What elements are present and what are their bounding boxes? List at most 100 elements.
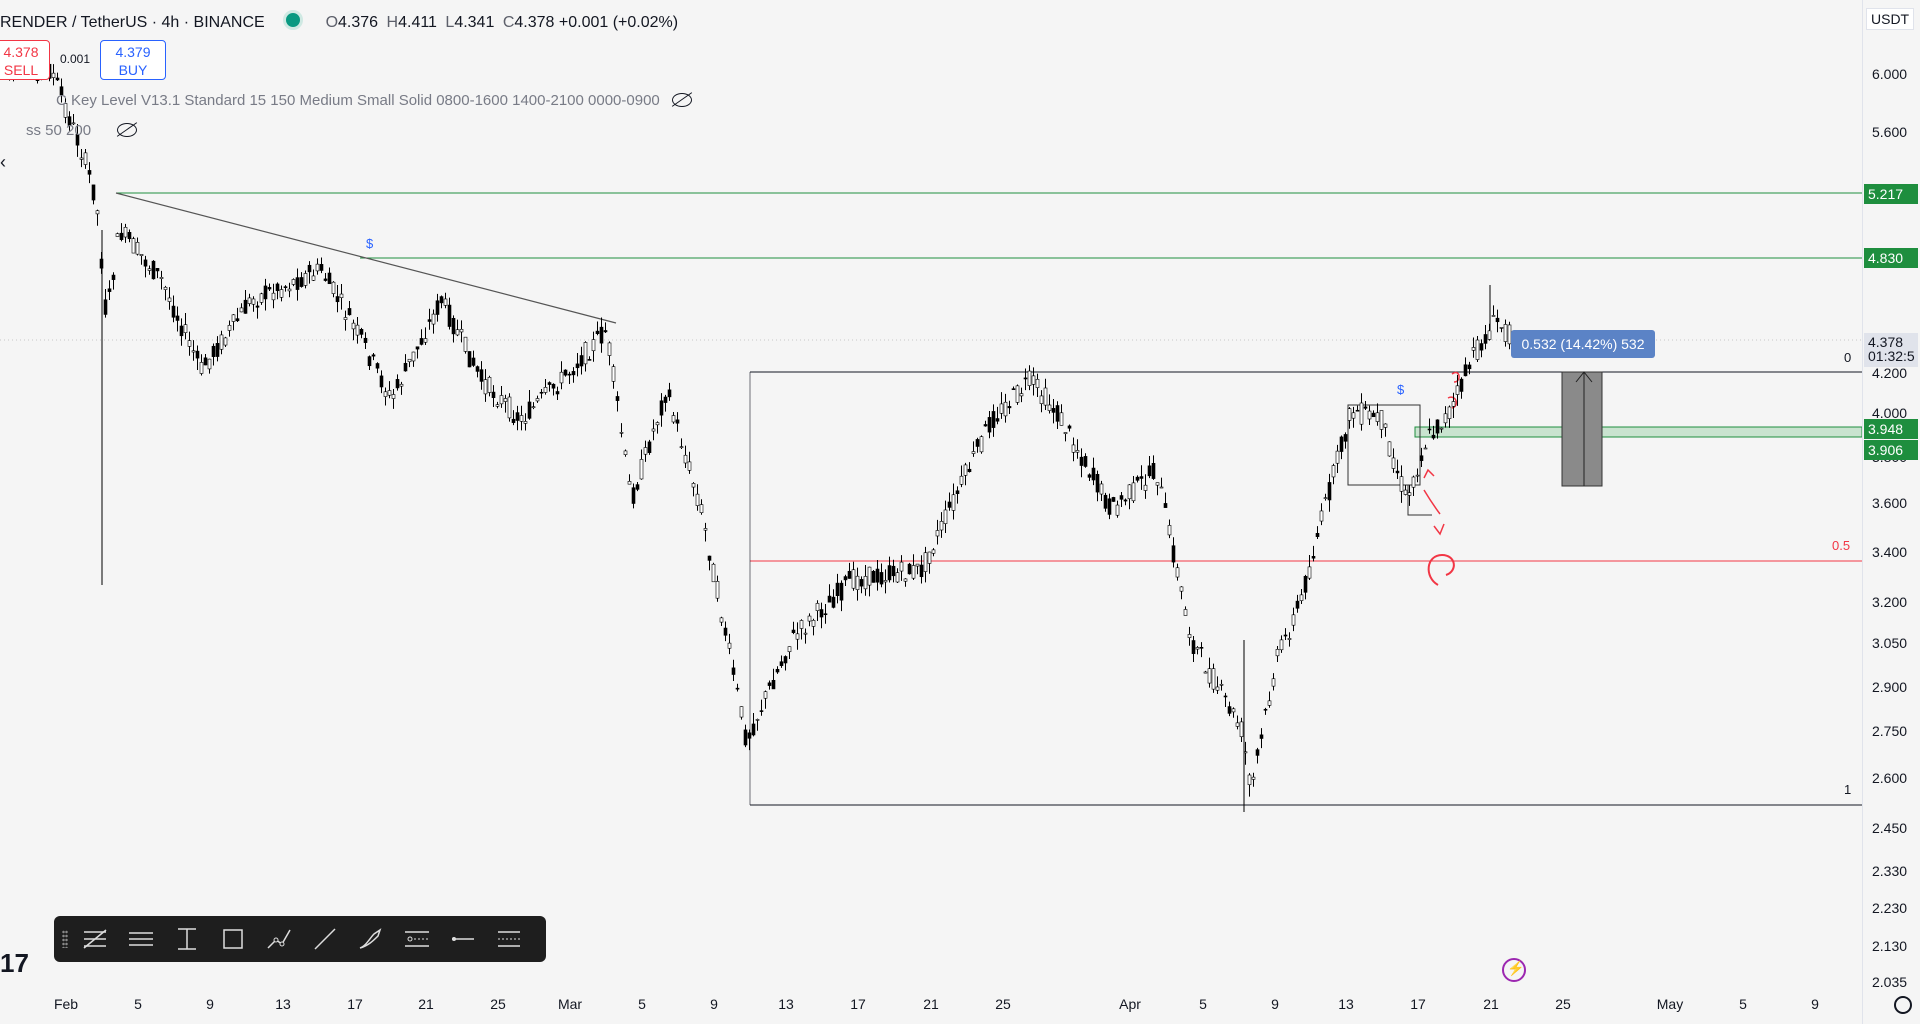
candle-body [871, 570, 876, 583]
vertical-range-icon[interactable] [170, 922, 204, 956]
candle-body [1435, 419, 1440, 434]
candle-body [627, 481, 632, 485]
lightning-icon[interactable] [1502, 958, 1526, 982]
candle-body [787, 646, 792, 653]
candle-body [1015, 385, 1020, 403]
path-icon[interactable] [262, 922, 296, 956]
candle-body [1327, 482, 1332, 501]
candle-body [291, 279, 296, 285]
candle-body [1411, 476, 1416, 488]
eye-crossed-icon[interactable] [117, 123, 138, 137]
horizontal-lines-icon[interactable] [124, 922, 158, 956]
price-tick: 2.035 [1872, 974, 1908, 990]
candle-body [155, 268, 160, 272]
candle-body [427, 319, 432, 322]
candle-body [67, 116, 72, 126]
candle-body [1203, 671, 1208, 674]
candle-body [1067, 425, 1072, 429]
drag-handle-icon[interactable] [62, 930, 68, 948]
parallel-channel-icon[interactable] [400, 922, 434, 956]
drawing-toolbar[interactable] [54, 916, 546, 962]
candle-body [1431, 434, 1436, 439]
candle-body [1055, 405, 1060, 422]
indicator-key-level[interactable]: C Key Level V13.1 Standard 15 150 Medium… [0, 92, 692, 109]
time-tick: 17 [850, 996, 866, 1012]
candle-body [1151, 463, 1156, 479]
candle-body [115, 233, 120, 237]
candle-body [855, 575, 860, 590]
candle-body [1483, 334, 1488, 344]
candle-body [1319, 510, 1324, 522]
collapse-chevron-icon[interactable]: ‹ [0, 152, 6, 172]
candle-body [203, 357, 208, 366]
trend-line-icon[interactable] [308, 922, 342, 956]
candle-body [1395, 470, 1400, 474]
indicator-ma-cross[interactable]: ss 50 200 [0, 122, 138, 139]
horizontal-ray-icon[interactable] [446, 922, 480, 956]
candle-body [1415, 474, 1420, 477]
candle-body [1031, 375, 1036, 385]
candle-body [1311, 556, 1316, 559]
candle-body [771, 679, 776, 690]
candle-body [583, 342, 588, 365]
sell-button[interactable]: 4.378 SELL [0, 40, 50, 80]
candle-body [975, 439, 980, 447]
candle-body [1107, 498, 1112, 515]
candle-body [335, 296, 340, 303]
candle-body [851, 569, 856, 589]
candle-body [419, 338, 424, 345]
candle-body [187, 340, 192, 347]
currency-label[interactable]: USDT [1866, 8, 1915, 30]
candle-body [55, 77, 60, 81]
candle-body [1263, 708, 1268, 711]
fib-tool-icon[interactable] [78, 922, 112, 956]
price-range-icon[interactable] [492, 922, 526, 956]
candle-body [431, 313, 436, 325]
buy-button[interactable]: 4.379 BUY [100, 40, 166, 80]
candle-body [191, 350, 196, 353]
time-tick: 5 [1739, 996, 1747, 1012]
candle-body [807, 615, 812, 622]
candle-body [511, 418, 516, 423]
time-tick: 9 [710, 996, 718, 1012]
candle-body [1447, 406, 1452, 419]
candle-body [699, 504, 704, 513]
candle-body [1239, 721, 1244, 738]
settings-gear-icon[interactable] [1894, 996, 1912, 1014]
consolidation-box [1347, 404, 1421, 486]
close-value: 4.378 [514, 14, 555, 31]
candle-body [171, 305, 176, 318]
candle-body [251, 298, 256, 305]
symbol-title[interactable]: RENDER / TetherUS · 4h · BINANCE [0, 14, 265, 31]
candle-body [543, 387, 548, 393]
candle-body [783, 656, 788, 664]
candle-body [963, 464, 968, 476]
candle-body [71, 122, 76, 125]
candle-body [707, 555, 712, 561]
time-tick: Mar [557, 996, 583, 1012]
candle-body [1463, 364, 1468, 377]
price-axis[interactable] [1862, 0, 1920, 1024]
candle-body [1155, 482, 1160, 486]
candle-body [1255, 749, 1260, 756]
brush-icon[interactable] [354, 922, 388, 956]
price-range-measure-label[interactable]: 0.532 (14.42%) 532 [1511, 330, 1655, 358]
candle-body [631, 487, 636, 504]
candle-body [1383, 423, 1388, 428]
candle-body [119, 232, 124, 240]
symbol-legend: RENDER / TetherUS · 4h · BINANCE O4.376 … [0, 10, 678, 32]
candle-body [407, 358, 412, 363]
candle-body [375, 363, 380, 369]
candle-body [1071, 444, 1076, 453]
candle-body [639, 459, 644, 480]
candle-body [1499, 327, 1504, 329]
candle-body [507, 396, 512, 419]
candle-body [339, 293, 344, 298]
eye-crossed-icon[interactable] [671, 93, 692, 107]
rectangle-icon[interactable] [216, 922, 250, 956]
time-tick: 21 [1483, 996, 1499, 1012]
candle-body [275, 283, 280, 292]
time-tick: 13 [778, 996, 794, 1012]
candle-body [287, 288, 292, 292]
